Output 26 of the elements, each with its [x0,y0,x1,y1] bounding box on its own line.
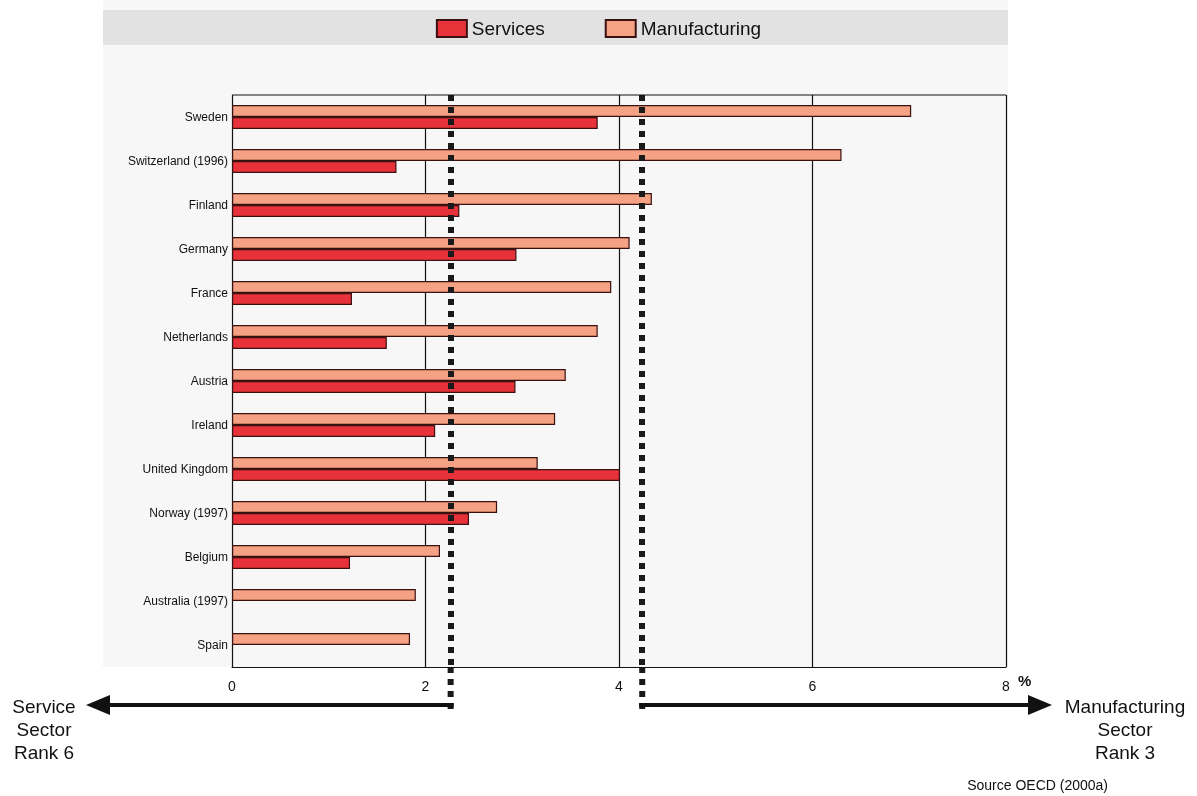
text: Service Sector Rank 6 [12,696,76,763]
x-axis-title: % [1018,672,1032,689]
text: Manufacturing Sector Rank 3 [1064,696,1186,763]
y-tick-label: United Kingdom [142,462,228,476]
bar [232,633,411,645]
legend-label: Services [471,18,545,39]
legend-label: Manufacturing [640,18,762,39]
source-note: Source OECD (2000a) [967,777,1108,793]
x-tick-label: 8 [1002,678,1011,694]
y-tick-label: France [190,286,229,300]
y-tick-label: Norway (1997) [149,506,228,520]
x-tick-label: 6 [808,678,817,694]
bar [232,589,416,601]
y-tick-label: Switzerland (1996) [127,154,228,168]
y-tick-label: Austria [190,374,229,388]
y-tick-label: Australia (1997) [143,594,228,608]
y-tick-label: Belgium [184,550,228,564]
y-tick-label: Spain [197,638,228,652]
x-tick-label: 2 [421,678,430,694]
y-tick-label: Sweden [184,110,228,124]
x-tick-label: 0 [228,678,237,694]
y-tick-label: Netherlands [163,330,228,344]
y-tick-label: Finland [188,198,228,212]
y-tick-label: Germany [178,242,228,256]
y-tick-label: Ireland [191,418,228,432]
x-tick-label: 4 [615,678,624,694]
